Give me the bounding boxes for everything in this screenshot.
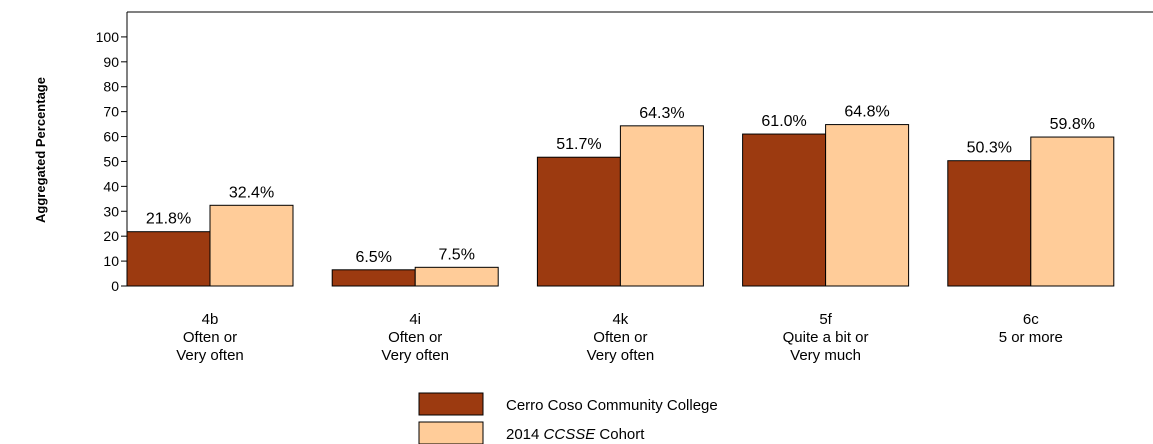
bar [126,231,211,287]
y-tick-label: 10 [103,253,119,269]
data-label: 59.8% [1050,116,1095,133]
data-label: 64.3% [639,105,684,122]
category-label-line: Very much [790,347,861,364]
legend-swatch [418,421,484,444]
data-label: 32.4% [229,184,274,201]
category-label-line: Often or [183,329,237,346]
category-label-line: Very often [381,347,449,364]
category-label-line: Often or [593,329,647,346]
bar [825,124,910,287]
category-label-line: 4k [612,311,628,328]
bar [414,266,499,287]
bar [209,204,294,287]
y-tick-label: 80 [103,79,119,95]
data-label: 64.8% [844,104,889,121]
bar [619,125,704,287]
legend-swatch [418,392,484,416]
category-label: 4k Often or Very often [587,311,655,364]
category-label-line: Quite a bit or [783,329,869,346]
category-label-line: 6c [1023,311,1039,328]
data-label: 61.0% [761,113,806,130]
bar [331,269,416,287]
bar [1030,136,1115,287]
y-tick-label: 40 [103,178,119,194]
data-label: 6.5% [355,249,391,266]
category-label-line: 5f [819,311,832,328]
legend-label: Cerro Coso Community College [506,397,718,414]
y-tick-label: 50 [103,153,119,169]
category-label: 4b Often or Very often [176,311,244,364]
category-label-line: Very often [176,347,244,364]
legend: Cerro Coso Community College 2014 CCSSE C… [418,392,718,444]
category-label-line: 4b [202,311,219,328]
data-label: 21.8% [146,211,191,228]
category-label: 6c 5 or more [999,311,1063,346]
category-label: 4i Often or Very often [381,311,449,364]
legend-label-part: Cohort [595,426,645,443]
y-tick-label: 60 [103,129,119,145]
bar [947,160,1032,287]
category-label: 5f Quite a bit or Very much [783,311,869,364]
category-label-line: Often or [388,329,442,346]
legend-label: 2014 CCSSE Cohort [506,426,645,443]
legend-label-part: CCSSE [544,426,597,443]
y-tick-label: 70 [103,104,119,120]
y-tick-label: 0 [111,278,119,294]
y-tick-label: 100 [96,29,120,45]
data-label: 51.7% [556,136,601,153]
bar [742,133,827,287]
y-tick-label: 90 [103,54,119,70]
y-tick-label: 20 [103,228,119,244]
data-label: 7.5% [438,246,474,263]
legend-label-part: 2014 [506,426,544,443]
data-label: 50.3% [967,140,1012,157]
y-axis-label: Aggregated Percentage [33,77,48,223]
category-label-line: 4i [409,311,421,328]
y-tick-label: 30 [103,203,119,219]
category-label-line: Very often [587,347,655,364]
category-label-line: 5 or more [999,329,1063,346]
bar [536,156,621,287]
